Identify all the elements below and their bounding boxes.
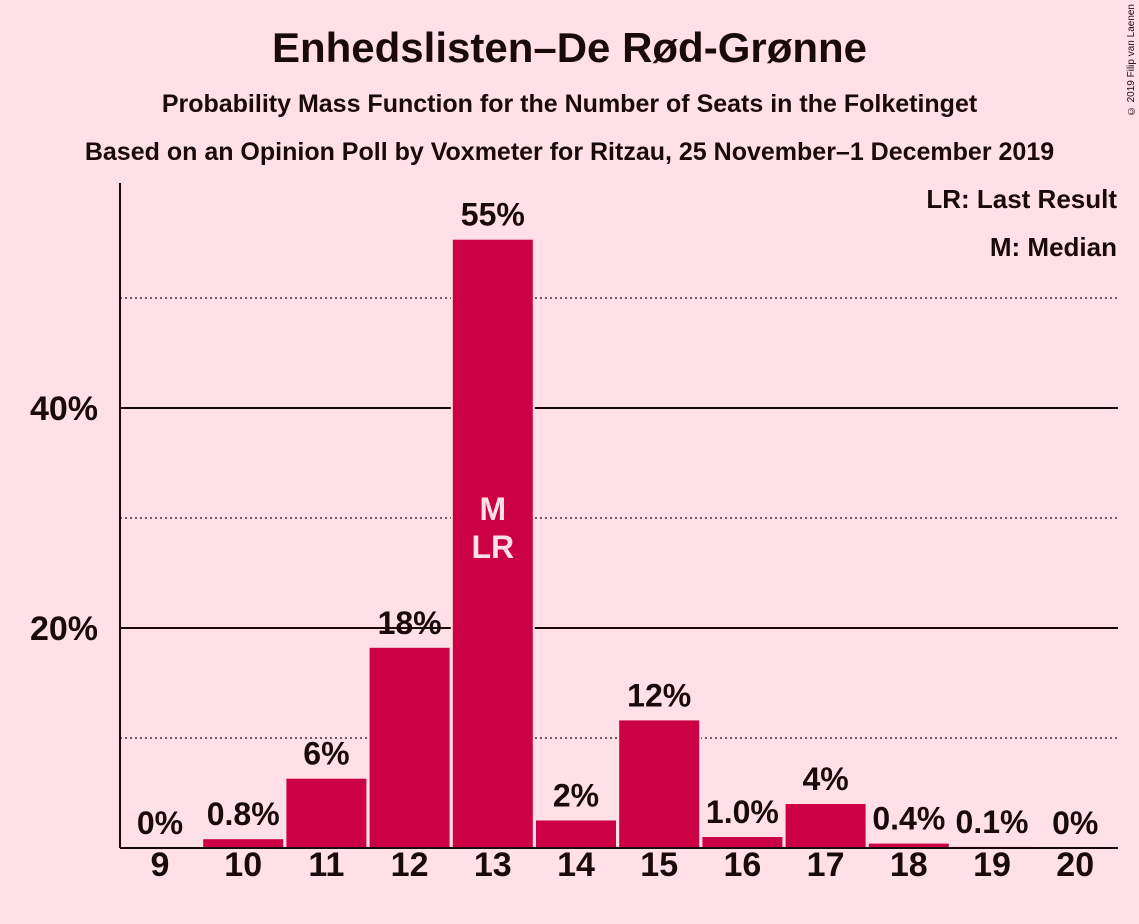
data-label: 2% [553,778,599,814]
bar [785,804,866,848]
y-tick-label: 20% [30,610,98,648]
x-tick-label: 9 [151,846,170,884]
bar-gap [950,844,1034,848]
x-tick-label: 17 [807,846,845,884]
x-tick-label: 19 [973,846,1011,884]
y-tick-label: 40% [30,390,98,428]
bar [369,647,450,848]
x-tick-label: 15 [640,846,678,884]
data-label: 6% [303,736,349,772]
x-tick-label: 13 [474,846,512,884]
legend-last-result: LR: Last Result [926,184,1117,214]
data-label: 0.8% [207,796,280,832]
data-label: 0% [137,805,183,841]
chart-subtitle: Probability Mass Function for the Number… [161,90,978,118]
data-label: 0.4% [872,801,945,837]
data-label: 55% [461,197,525,233]
data-label: 1.0% [706,794,779,830]
x-tick-label: 20 [1056,846,1094,884]
legend-median: M: Median [989,232,1117,262]
bar [536,820,616,848]
x-tick-label: 11 [308,846,344,884]
bar [452,239,533,848]
chart-source: Based on an Opinion Poll by Voxmeter for… [84,138,1055,166]
x-tick-label: 10 [224,846,262,884]
chart-title: Enhedslisten–De Rød-Grønne [271,24,868,71]
data-label: 4% [802,761,848,797]
data-label: 0.1% [956,804,1029,840]
bar [619,720,700,848]
last-result-marker: LR [471,529,514,565]
median-marker: M [479,491,506,527]
x-tick-label: 16 [723,846,761,884]
x-tick-label: 14 [557,846,595,884]
bar [702,837,783,848]
x-tick-label: 12 [391,846,429,884]
bar [868,843,949,848]
data-label: 12% [627,677,691,713]
data-label: 18% [378,605,442,641]
bar [286,778,367,848]
bar [203,839,284,848]
data-label: 0% [1052,805,1098,841]
x-tick-label: 18 [890,846,928,884]
